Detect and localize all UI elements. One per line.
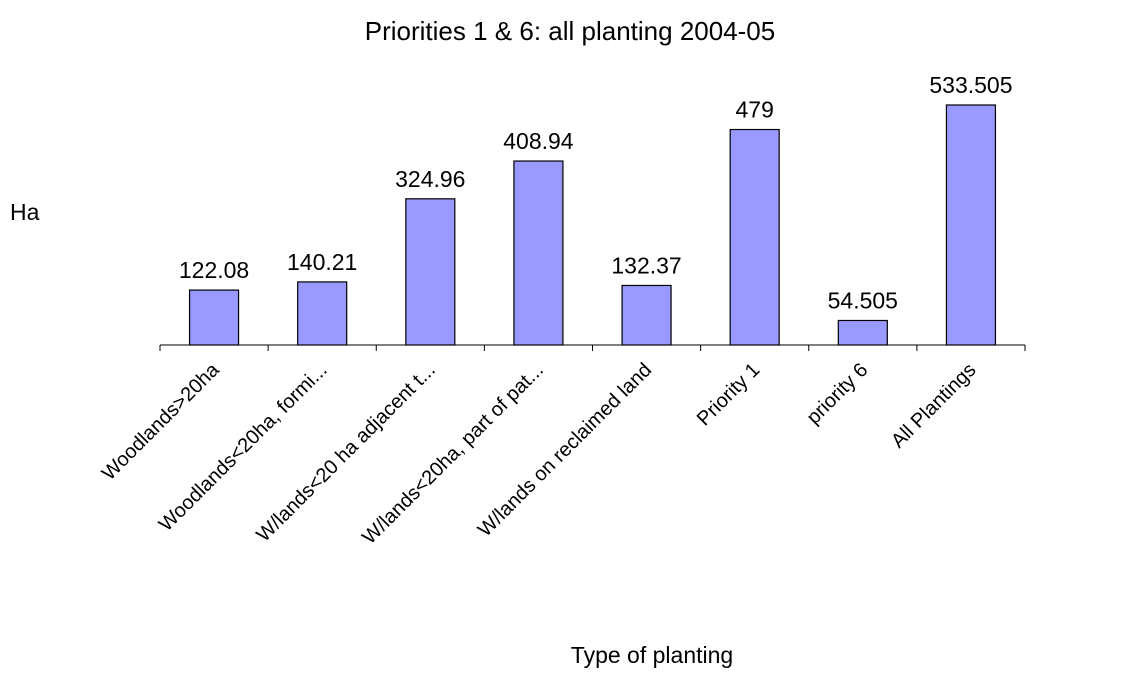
- x-tick-label: Woodlands>20ha: [98, 358, 224, 484]
- bar: [405, 198, 456, 346]
- data-label: 54.505: [828, 287, 898, 313]
- data-label: 479: [736, 97, 774, 123]
- data-label: 324.96: [395, 166, 465, 192]
- x-tick-label: All Plantings: [887, 359, 980, 452]
- x-tick-label: W/lands<20ha, part of pat...: [358, 359, 548, 549]
- chart-title: Priorities 1 & 6: all planting 2004-05: [365, 16, 775, 46]
- x-axis-title: Type of planting: [571, 642, 733, 668]
- data-labels: 122.08 140.21 324.96 408.94 132.37 479 54.505 5…: [179, 72, 1013, 313]
- data-label: 122.08: [179, 257, 249, 283]
- x-tick-label: W/lands on reclaimed land: [474, 359, 656, 541]
- bar: [513, 160, 564, 346]
- x-axis-ticks: [159, 345, 1026, 351]
- x-tick-label: Priority 1: [693, 359, 764, 430]
- data-label: 533.505: [929, 72, 1012, 98]
- x-tick-label: W/lands<20 ha adjacent t...: [253, 359, 440, 546]
- data-label: 140.21: [287, 249, 357, 275]
- bars: [188, 104, 997, 346]
- bar: [188, 289, 240, 346]
- y-axis-title: Ha: [10, 199, 40, 225]
- data-label: 132.37: [611, 252, 681, 278]
- bar: [729, 128, 780, 346]
- bar: [837, 319, 888, 346]
- x-tick-label: priority 6: [803, 359, 873, 429]
- bar: [945, 104, 997, 346]
- bar: [621, 284, 672, 346]
- data-label: 408.94: [503, 128, 574, 154]
- bar: [297, 281, 348, 346]
